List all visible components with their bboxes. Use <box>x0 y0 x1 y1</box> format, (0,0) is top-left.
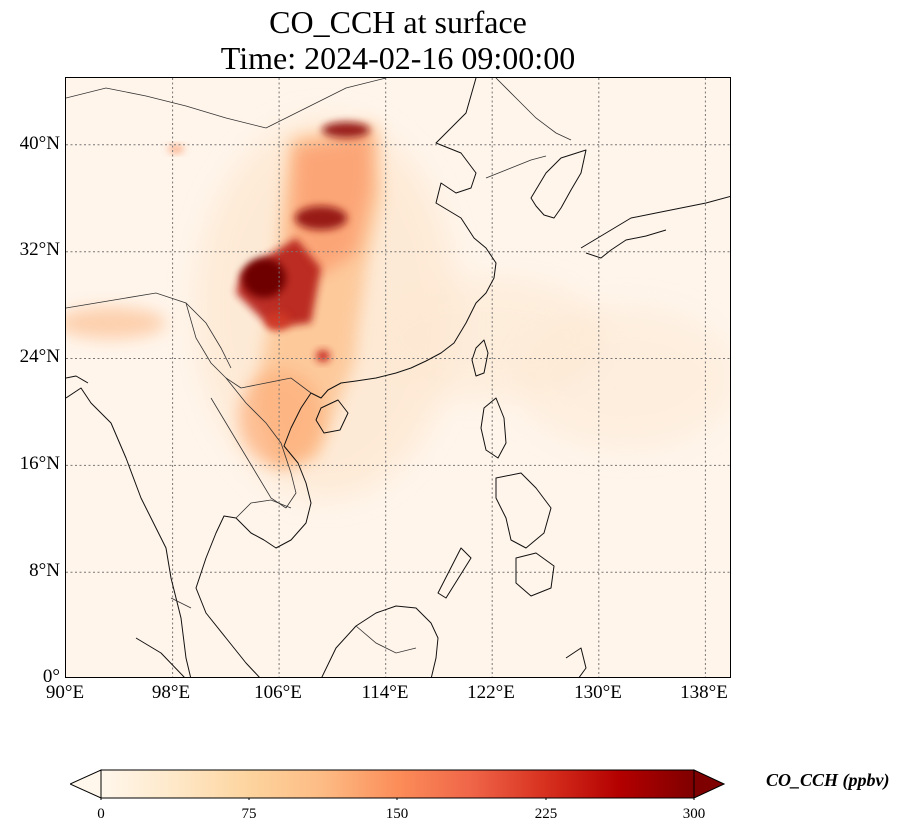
lon-tick-label: 114°E <box>361 682 409 703</box>
colorbar-tick-label: 0 <box>97 806 105 822</box>
colorbar-tick-label: 225 <box>534 806 558 822</box>
plume-northeast-india <box>66 307 166 339</box>
border-myanmar-china <box>185 302 242 389</box>
coast-korea <box>530 149 587 219</box>
lat-tick-label: 16°N <box>19 453 60 474</box>
country-borders <box>66 78 572 654</box>
colorbar-graphic <box>68 769 726 803</box>
coast-taiwan <box>471 339 489 377</box>
border-cambodia <box>235 499 292 519</box>
lat-tick-label: 0° <box>42 666 60 687</box>
coast-palawan <box>437 547 472 599</box>
lat-tick-label: 8°N <box>29 560 60 581</box>
colorbar-extend-min <box>68 769 102 799</box>
colorbar-tick-label: 75 <box>241 806 257 822</box>
lat-tick-label: 40°N <box>19 133 60 154</box>
border-thailand-laos <box>210 397 287 509</box>
border-china-south-asia <box>66 292 232 369</box>
colorbar-tick-label: 300 <box>682 806 706 822</box>
map-panel <box>65 77 731 678</box>
coast-sumatra <box>135 637 185 677</box>
coast-vietnam <box>263 392 312 549</box>
colorbar-extend-max <box>693 769 726 799</box>
plume-vietnam <box>239 370 323 466</box>
coast-thailand-gulf <box>195 515 265 677</box>
lat-tick-label: 24°N <box>19 346 60 367</box>
gridlines <box>66 78 730 677</box>
coast-myanmar <box>66 387 192 677</box>
coast-philippines-south <box>495 472 552 549</box>
border-borneo <box>355 625 417 654</box>
lon-tick-label: 122°E <box>467 682 515 703</box>
border-china-vietnam <box>240 377 312 394</box>
colorbar-bar <box>100 769 695 799</box>
coastlines <box>66 78 730 677</box>
hotspot-inner-mongolia <box>322 122 370 138</box>
map-canvas <box>66 78 730 677</box>
lon-tick-label: 90°E <box>45 682 85 703</box>
plume-north <box>291 133 371 278</box>
lat-tick-label: 32°N <box>19 239 60 260</box>
plume-gansu-spot <box>168 145 184 153</box>
lon-tick-label: 98°E <box>151 682 191 703</box>
colorbar-label: CO_CCH (ppbv) <box>766 770 890 790</box>
coast-india-bay <box>66 375 89 384</box>
colorbar-tick-label: 150 <box>385 806 409 822</box>
coast-japan <box>580 196 730 249</box>
coast-sulawesi <box>565 647 587 677</box>
concentration-field <box>66 118 730 498</box>
coast-china-east <box>310 78 497 399</box>
hotspot-shaanxi <box>295 206 347 230</box>
hotspot-guangxi <box>316 350 330 362</box>
coast-hainan <box>315 399 349 434</box>
border-china-russia <box>495 78 572 141</box>
border-malaysia <box>170 597 192 609</box>
lon-tick-label: 130°E <box>574 682 622 703</box>
border-china-mongolia <box>66 78 387 129</box>
coast-mindanao <box>515 552 555 597</box>
coast-philippines-luzon <box>480 397 507 459</box>
map-time: Time: 2024-02-16 09:00:00 <box>220 40 576 76</box>
plume-west-pacific <box>516 308 730 448</box>
border-china-korea <box>485 155 547 179</box>
lon-tick-label: 106°E <box>254 682 302 703</box>
colorbar <box>68 768 726 803</box>
coast-borneo <box>321 605 439 677</box>
map-title: CO_CCH at surface <box>269 4 527 40</box>
hotspot-sichuan-core <box>242 258 286 298</box>
coast-japan-south <box>585 229 667 259</box>
lon-tick-label: 138°E <box>680 682 728 703</box>
hotspot-guizhou <box>266 312 290 330</box>
border-laos <box>225 377 297 509</box>
